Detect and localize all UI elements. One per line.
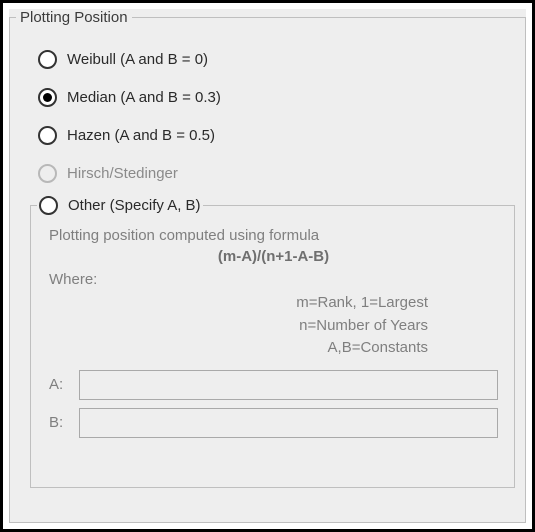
- radio-dot: [43, 93, 52, 102]
- radio-option-hirsch-stedinger: Hirsch/Stedinger: [38, 154, 515, 192]
- other-description: Plotting position computed using formula: [49, 227, 498, 244]
- definitions: m=Rank, 1=Largest n=Number of Years A,B=…: [49, 292, 498, 360]
- group-title: Plotting Position: [16, 9, 132, 26]
- radio-label: Other (Specify A, B): [68, 197, 201, 214]
- radio-label: Weibull (A and B = 0): [67, 51, 208, 68]
- radio-list: Weibull (A and B = 0) Median (A and B = …: [16, 34, 519, 192]
- where-label: Where:: [49, 271, 498, 288]
- radio-option-weibull[interactable]: Weibull (A and B = 0): [38, 40, 515, 78]
- radio-option-hazen[interactable]: Hazen (A and B = 0.5): [38, 116, 515, 154]
- radio-indicator: [38, 126, 57, 145]
- field-row-b: B:: [49, 408, 498, 438]
- screenshot-frame: Plotting Position Weibull (A and B = 0) …: [0, 0, 535, 532]
- field-a-label: A:: [49, 376, 79, 393]
- other-body: Plotting position computed using formula…: [31, 215, 514, 454]
- def-m: m=Rank, 1=Largest: [49, 292, 428, 315]
- radio-indicator: [38, 164, 57, 183]
- field-b-label: B:: [49, 414, 79, 431]
- plotting-position-panel: Plotting Position Weibull (A and B = 0) …: [9, 9, 526, 523]
- def-ab: A,B=Constants: [49, 337, 428, 360]
- field-a-input[interactable]: [79, 370, 498, 400]
- field-row-a: A:: [49, 370, 498, 400]
- radio-indicator: [39, 196, 58, 215]
- def-n: n=Number of Years: [49, 315, 428, 338]
- radio-label: Hirsch/Stedinger: [67, 165, 178, 182]
- radio-indicator: [38, 88, 57, 107]
- radio-option-other[interactable]: Other (Specify A, B): [37, 196, 203, 215]
- plotting-position-group: Plotting Position Weibull (A and B = 0) …: [9, 9, 526, 523]
- radio-label: Median (A and B = 0.3): [67, 89, 221, 106]
- radio-label: Hazen (A and B = 0.5): [67, 127, 215, 144]
- other-formula: (m-A)/(n+1-A-B): [49, 248, 498, 265]
- radio-indicator: [38, 50, 57, 69]
- other-subgroup: Other (Specify A, B) Plotting position c…: [30, 196, 515, 488]
- field-b-input[interactable]: [79, 408, 498, 438]
- radio-option-median[interactable]: Median (A and B = 0.3): [38, 78, 515, 116]
